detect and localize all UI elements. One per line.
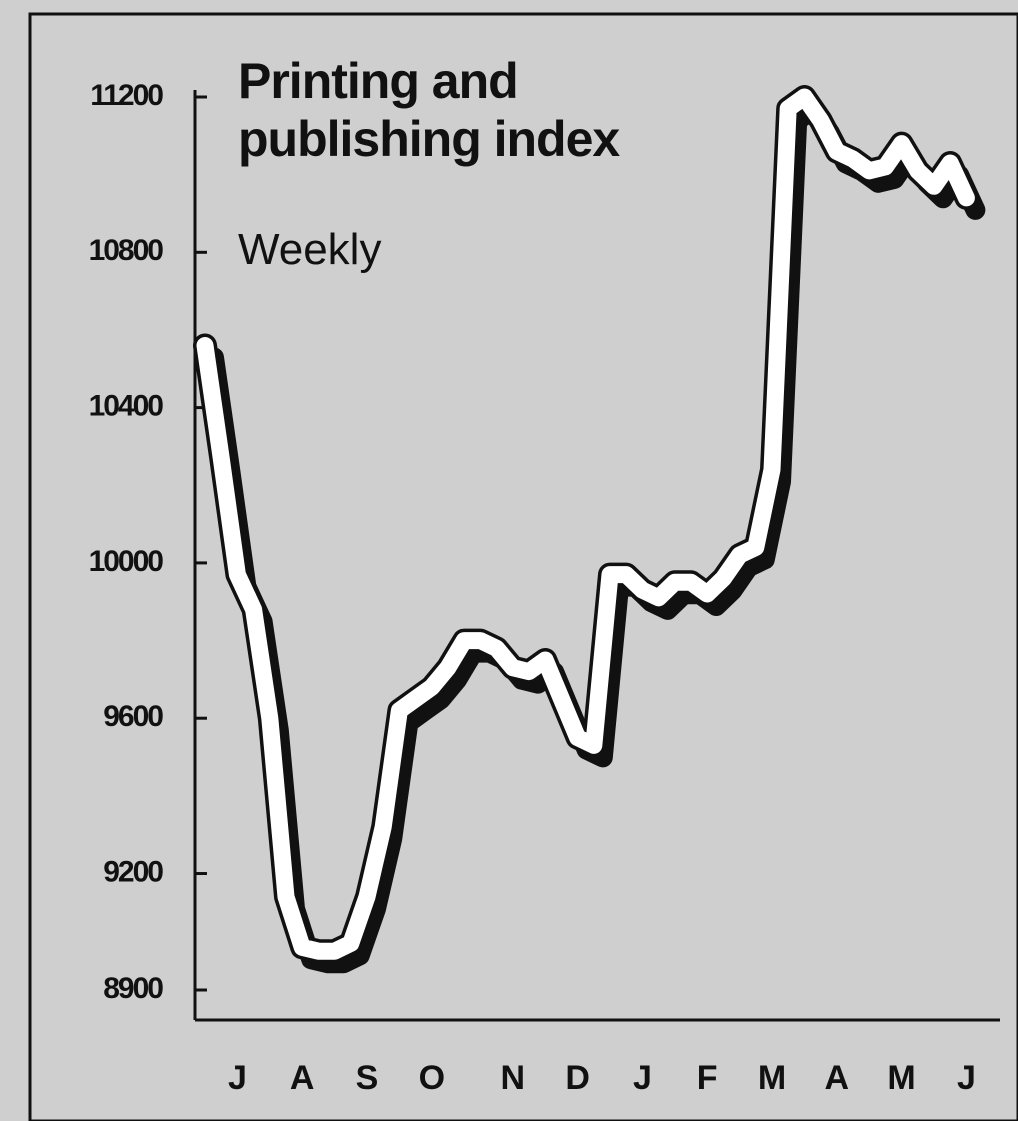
x-tick-label: A: [825, 1059, 850, 1097]
y-tick-label: 10400: [89, 390, 164, 423]
x-tick-label: M: [758, 1059, 786, 1097]
chart-title: Printing and publishing index: [238, 52, 758, 168]
chart-subtitle: Weekly: [238, 225, 381, 275]
x-tick-label: A: [290, 1059, 315, 1097]
y-tick-label: 10000: [89, 545, 164, 578]
y-tick-label: 9600: [103, 700, 163, 733]
chart-svg: 8900 9200 9600 10000 10400 10800 11200 J A S O N D J F…: [0, 0, 1018, 1121]
y-tick-label: 10800: [89, 234, 164, 267]
x-tick-label: J: [633, 1059, 652, 1097]
x-tick-label: M: [887, 1059, 915, 1097]
x-tick-label: S: [356, 1059, 379, 1097]
x-tick-label: D: [565, 1059, 590, 1097]
chart: 8900 9200 9600 10000 10400 10800 11200 J A S O N D J F…: [0, 0, 1018, 1121]
x-tick-label: J: [228, 1059, 247, 1097]
y-tick-label: 8900: [103, 972, 163, 1005]
x-tick-label: N: [501, 1059, 526, 1097]
y-tick-label: 11200: [90, 79, 163, 112]
y-tick-label: 9200: [103, 855, 163, 888]
x-tick-label: J: [957, 1059, 976, 1097]
x-tick-label: F: [697, 1059, 718, 1097]
x-tick-label: O: [419, 1059, 445, 1097]
